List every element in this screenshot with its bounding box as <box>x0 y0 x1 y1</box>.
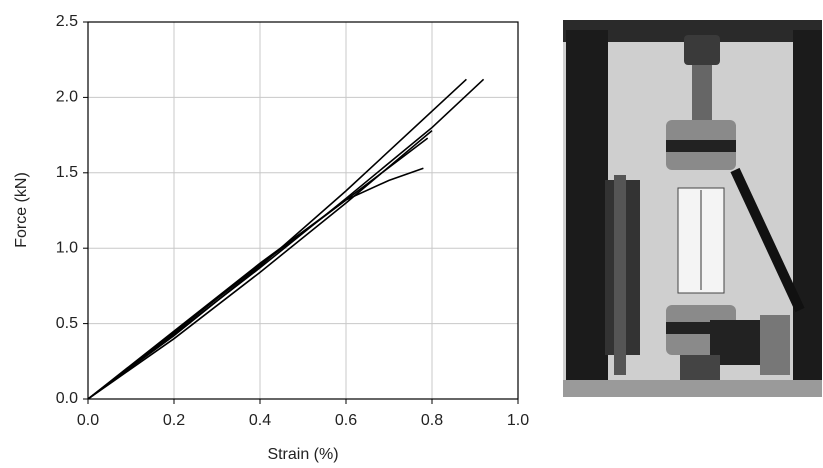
load-cell <box>684 35 720 65</box>
crosshead <box>563 20 822 42</box>
upper-grip-band <box>666 140 736 152</box>
side-clamp <box>760 315 790 375</box>
data-line <box>87 129 433 400</box>
x-tick-label: 1.0 <box>507 412 529 429</box>
x-axis-label: Strain (%) <box>267 446 338 463</box>
base <box>563 380 822 397</box>
x-tick-label: 0.4 <box>249 412 271 429</box>
plot-frame <box>87 21 519 400</box>
y-tick-label: 1.5 <box>56 164 78 181</box>
y-axis-label: Force (kN) <box>13 172 30 248</box>
photo <box>563 20 822 397</box>
y-tick-label: 2.5 <box>56 13 78 30</box>
y-tick-label: 1.0 <box>56 239 78 256</box>
y-tick-label: 0.5 <box>56 315 78 332</box>
data-line <box>87 167 424 400</box>
right-column <box>793 30 822 397</box>
cable <box>730 167 805 313</box>
x-tick-label: 0.2 <box>163 412 185 429</box>
data-line <box>87 78 485 400</box>
upper-shaft <box>692 65 712 120</box>
data-line <box>87 78 467 400</box>
x-tick-label: 0.8 <box>421 412 443 429</box>
x-tick-label: 0.6 <box>335 412 357 429</box>
extensometer-rod <box>614 175 626 375</box>
y-tick-label: 0.0 <box>56 390 78 407</box>
x-tick-label: 0.0 <box>77 412 99 429</box>
y-tick-label: 2.0 <box>56 89 78 106</box>
left-column <box>566 30 608 397</box>
